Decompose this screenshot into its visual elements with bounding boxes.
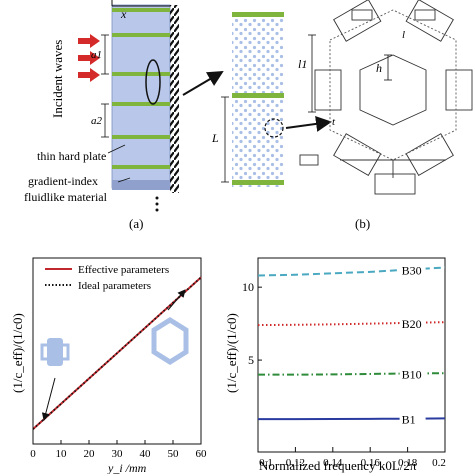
a1-label: a1: [91, 49, 102, 61]
series-label: B20: [402, 317, 422, 331]
chart-left-series: [32, 276, 202, 430]
unit-cell-strip: [232, 12, 284, 187]
hexagonal-unit-cell: [299, 0, 473, 195]
series-label: B10: [402, 368, 422, 382]
y-tick-label: 10: [242, 280, 254, 294]
chart-left: (1/c_eff)/(1/c0) y_i /mm 0 10 20 30 40 50 60 E…: [10, 257, 207, 474]
x-tick-label: 10: [56, 448, 68, 460]
chart-right-series: B30 B20 B10 B1: [257, 263, 446, 427]
small-cell-pointer: [41, 377, 56, 421]
cell-highlight-circle: [264, 118, 284, 138]
gradient-slab: [111, 4, 171, 189]
zoom-arrow-2: [285, 115, 332, 132]
legend-effective-label: Effective parameters: [78, 264, 169, 276]
series-line-dotted: [32, 276, 202, 430]
x-tick-label: 40: [140, 448, 152, 460]
large-cell-pointer: [167, 289, 186, 311]
L-label: L: [211, 131, 219, 145]
large-cell-inset: [151, 317, 189, 365]
x-tick-label: 30: [112, 448, 124, 460]
x-tick-label: 20: [84, 448, 96, 460]
chart-right-ylabel: (1/c_eff)/(1/c0): [224, 313, 239, 393]
l-label: l: [402, 29, 405, 41]
medium-label-line1: gradient-index: [28, 174, 98, 188]
incident-waves-label: Incident waves: [50, 40, 65, 118]
chart-left-xlabel: y_i /mm: [107, 461, 147, 474]
x-tick-label: 0.1: [259, 457, 273, 469]
series-label-bg: [399, 316, 426, 331]
chart-left-legend: Effective parameters Ideal parameters: [45, 264, 169, 292]
thin-hard-plates: [112, 8, 170, 169]
l1-label: l1: [298, 57, 307, 71]
core-hexagon: [359, 54, 427, 126]
series-label: B30: [402, 264, 422, 278]
series-label-bg: [399, 263, 426, 278]
chart-right-xlabel: Normalized frequency k0L/2π: [259, 458, 417, 473]
x-tick-label: 0.14: [323, 457, 343, 469]
continuation-dots: [155, 196, 159, 212]
medium-label-line2: fluidlike material: [24, 190, 108, 204]
x-tick-label: 60: [196, 448, 208, 460]
inner-hexagon: [329, 9, 457, 161]
hard-wall: [170, 5, 179, 193]
x-tick-label: 0.12: [286, 457, 305, 469]
y-tick-label: 5: [248, 353, 254, 367]
x-axis-label: x: [120, 7, 127, 21]
unit-highlight-ellipse: [145, 59, 161, 105]
x-tick-label: 50: [168, 448, 180, 460]
series-label: B1: [402, 413, 416, 427]
x-tick-label: 0.18: [398, 457, 418, 469]
zoom-arrow-1: [182, 70, 224, 96]
slab-bottom: [112, 180, 170, 190]
chart-left-ylabel: (1/c_eff)/(1/c0): [10, 313, 25, 393]
h-label: h: [376, 61, 382, 75]
t-label: t: [332, 116, 336, 128]
chart-right-frame: [257, 257, 446, 453]
series-label-bg: [399, 367, 426, 382]
panel-b-caption: (b): [355, 216, 370, 231]
panel-a-caption: (a): [129, 216, 143, 231]
x-tick-label: 0: [30, 448, 36, 460]
x-tick-label: 0.16: [361, 457, 381, 469]
chart-right: (1/c_eff)/(1/c0) Normalized frequency k0…: [224, 257, 446, 473]
series-label-bg: [399, 412, 426, 427]
chart-left-xticks: 0 10 20 30 40 50 60: [30, 440, 207, 460]
panel-a: x Incident waves a1 a2 thin hard plate g…: [24, 0, 179, 231]
panel-b: L l1 h t l (b): [211, 0, 473, 231]
a2-label: a2: [91, 115, 103, 127]
plate-label: thin hard plate: [37, 149, 106, 163]
chart-right-ticks: 0.1 0.12 0.14 0.16 0.18 0.2 5 10: [242, 280, 446, 469]
x-tick-label: 0.2: [432, 457, 446, 469]
small-cell-inset: [40, 338, 70, 366]
legend-ideal-label: Ideal parameters: [78, 280, 151, 292]
incident-arrows: [78, 34, 100, 82]
